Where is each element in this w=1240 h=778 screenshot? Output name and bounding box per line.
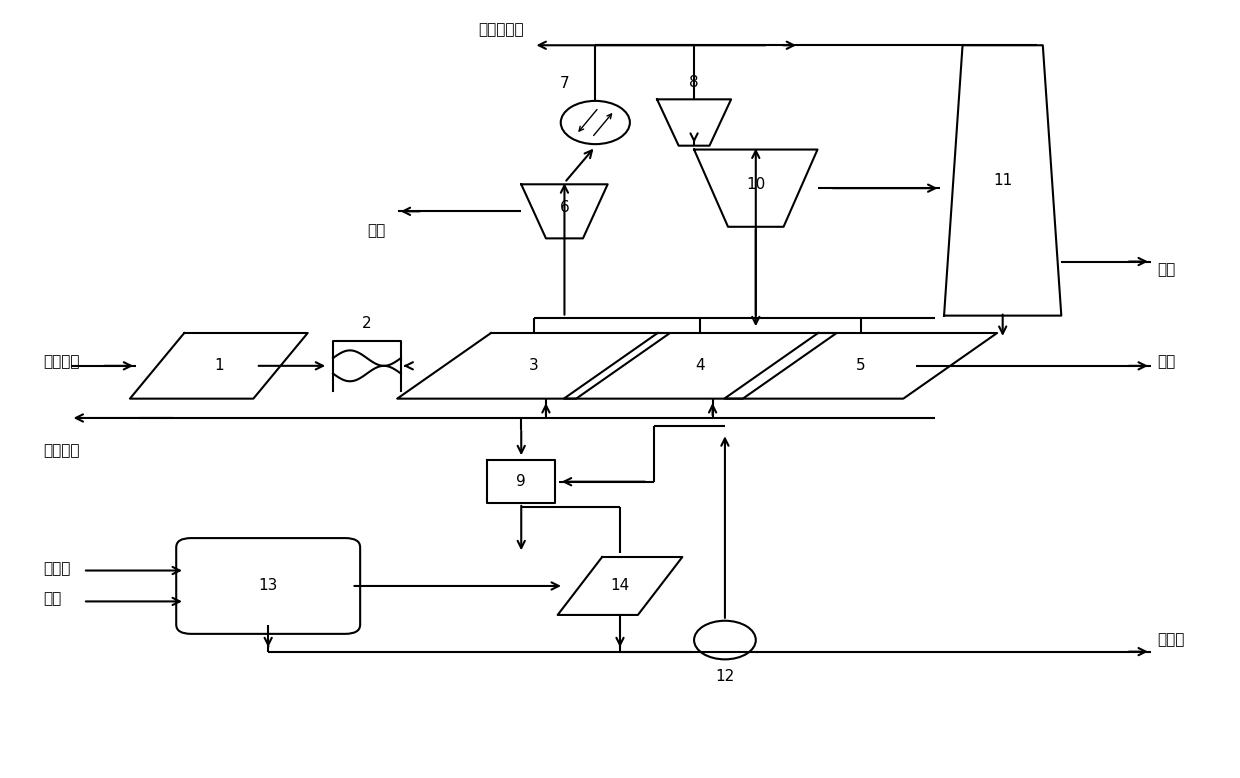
Text: 12: 12 [715, 669, 734, 684]
Text: 焦油: 焦油 [1157, 261, 1176, 277]
Text: 9: 9 [516, 475, 526, 489]
Text: 8: 8 [689, 75, 699, 89]
Text: 14: 14 [610, 579, 630, 594]
Text: 5: 5 [856, 359, 866, 373]
Text: 3: 3 [528, 359, 538, 373]
Text: 4: 4 [696, 359, 706, 373]
Text: 热解气: 热解气 [1157, 633, 1184, 647]
Text: 水，弛放气: 水，弛放气 [479, 23, 523, 37]
Text: 脱水污泥: 脱水污泥 [43, 355, 81, 370]
Text: 2: 2 [362, 316, 372, 331]
Text: 细尘: 细尘 [367, 223, 386, 238]
Text: 13: 13 [258, 579, 278, 594]
Text: 1: 1 [215, 359, 223, 373]
Text: 6: 6 [559, 200, 569, 215]
Text: 半焦: 半焦 [1157, 355, 1176, 370]
Text: 回流半焦: 回流半焦 [43, 443, 81, 458]
Text: 11: 11 [993, 173, 1012, 188]
Text: 天然气: 天然气 [43, 561, 71, 576]
Text: 7: 7 [559, 76, 569, 91]
Text: 空气: 空气 [43, 591, 62, 607]
Text: 10: 10 [746, 177, 765, 192]
